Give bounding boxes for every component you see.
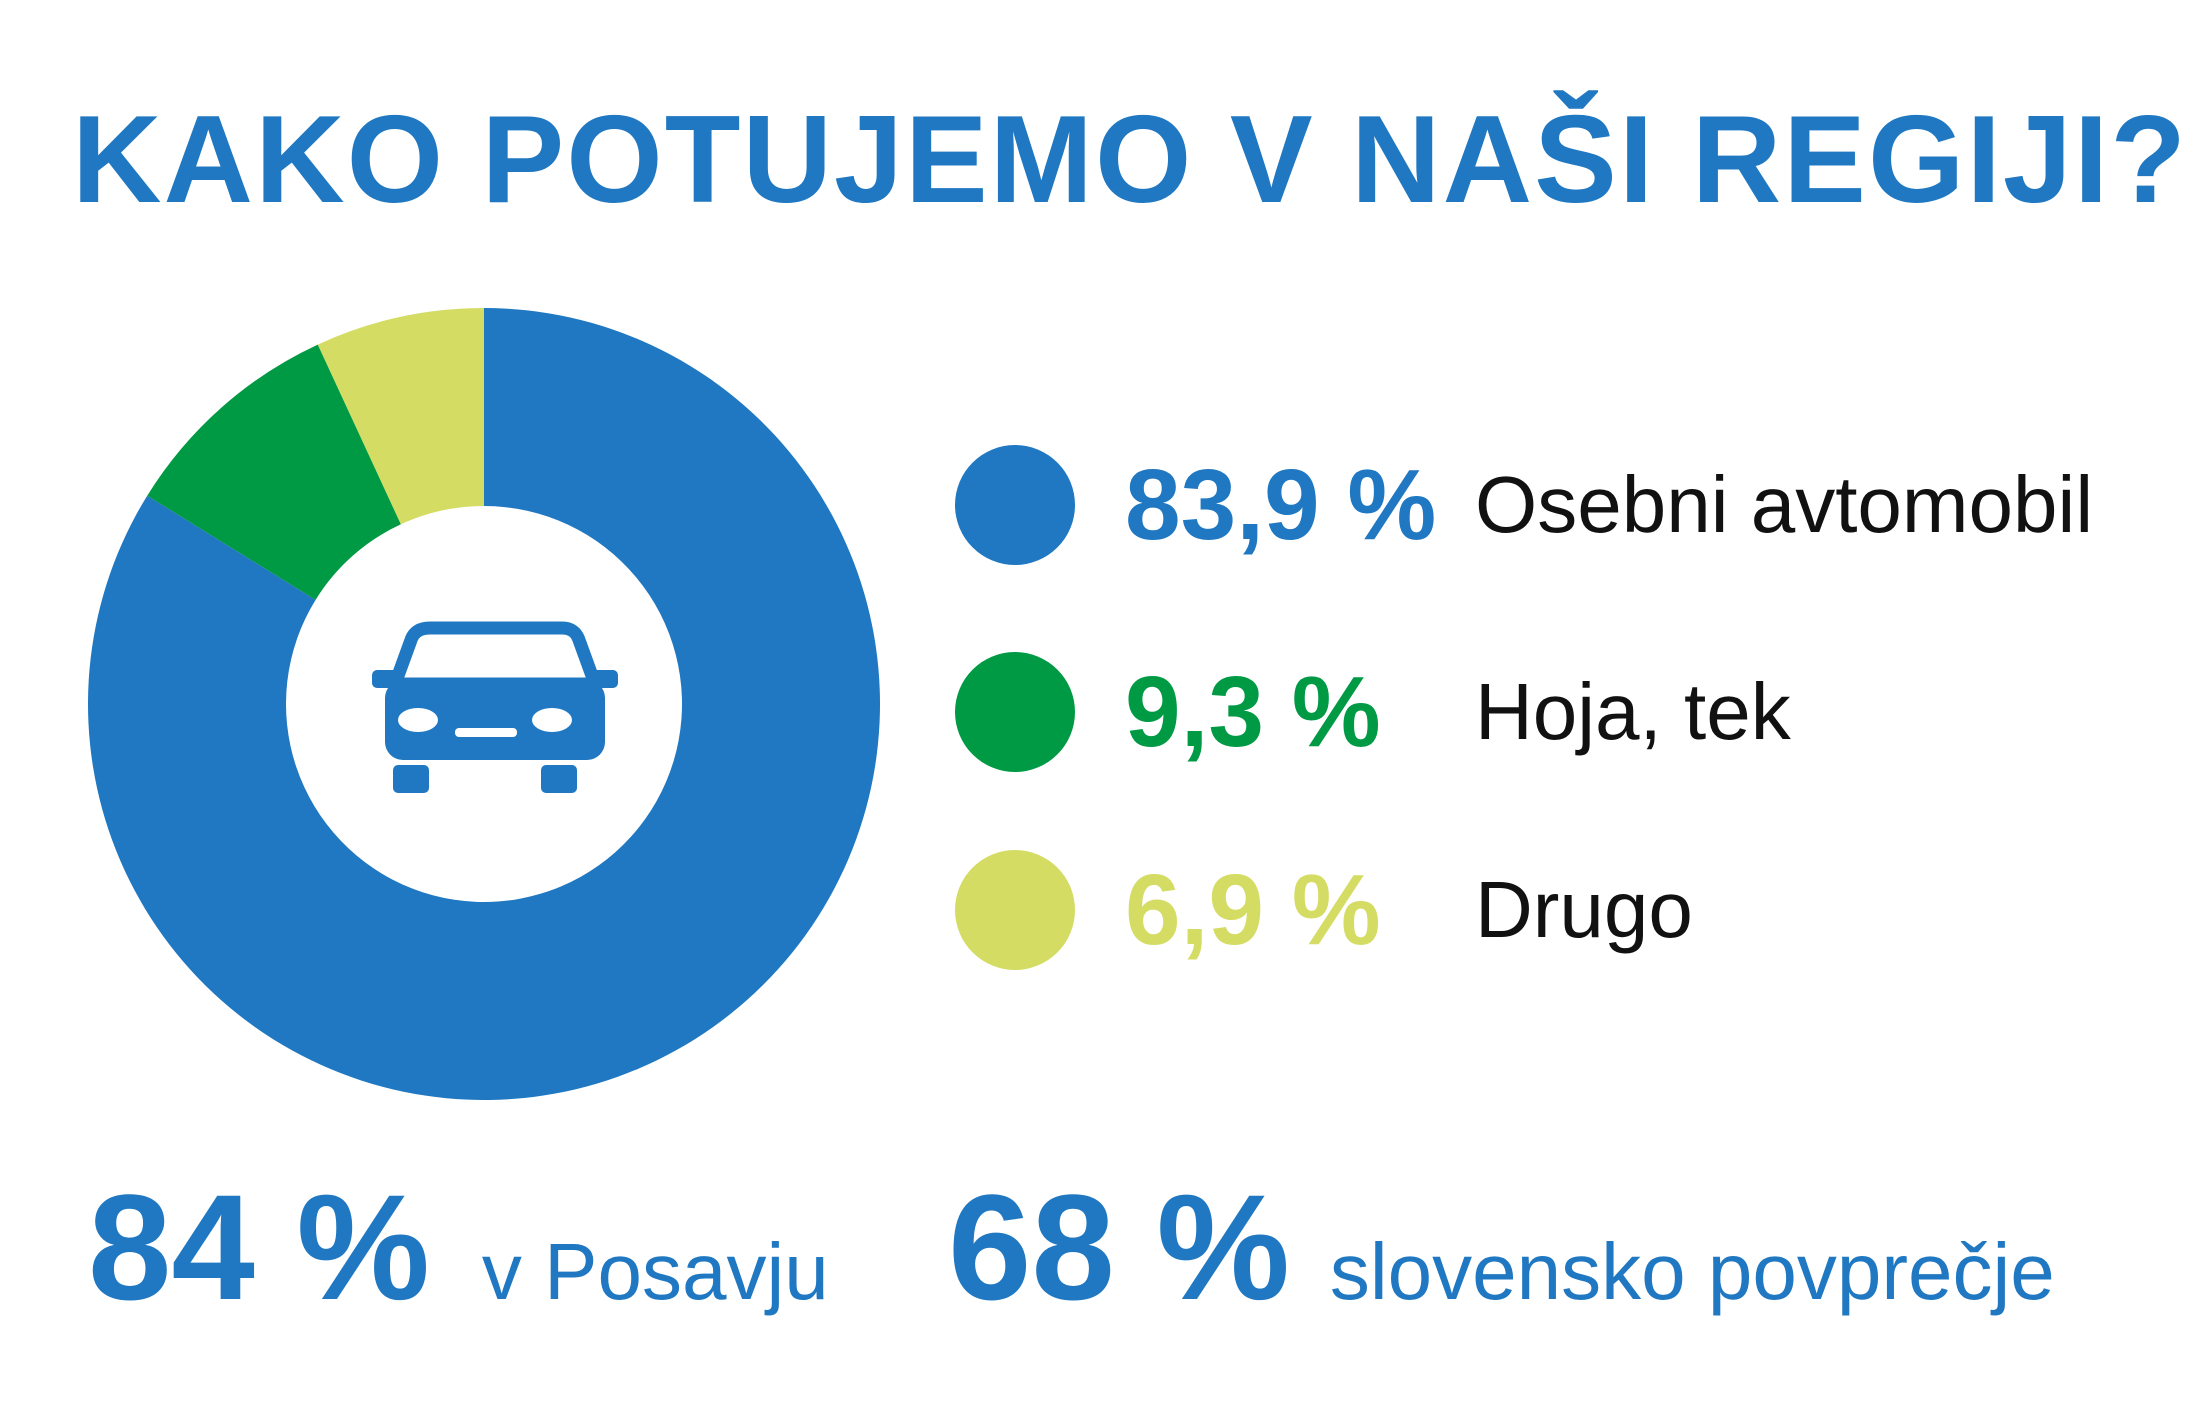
legend-label: Hoja, tek <box>1475 667 1791 756</box>
donut-slice-osebni-avtomobil <box>87 308 881 1100</box>
stat-slovenia-average: 68 % slovensko povprečje <box>948 1172 2055 1322</box>
legend-swatch <box>955 652 1075 772</box>
legend-swatch <box>955 850 1075 970</box>
legend-item-hoja-tek: 9,3 % Hoja, tek <box>955 652 1791 772</box>
donut-slice-drugo <box>317 308 484 525</box>
legend-value: 6,9 % <box>1125 854 1381 966</box>
legend-value: 9,3 % <box>1125 656 1381 768</box>
stat-value: 68 % <box>948 1163 1290 1331</box>
stat-value: 84 % <box>88 1163 430 1331</box>
donut-chart <box>87 308 881 1100</box>
legend-item-drugo: 6,9 % Drugo <box>955 850 1693 970</box>
legend-item-osebni-avtomobil: 83,9 % Osebni avtomobil <box>955 445 2093 565</box>
stat-label: slovensko povprečje <box>1329 1227 2055 1316</box>
stat-label: v Posavju <box>481 1227 829 1316</box>
legend-swatch <box>955 445 1075 565</box>
legend-label: Osebni avtomobil <box>1475 460 2094 549</box>
donut-slice-hoja-tek <box>147 344 401 600</box>
page-title: KAKO POTUJEMO V NAŠI REGIJI? <box>72 91 2189 229</box>
car-icon <box>372 621 618 793</box>
legend-label: Drugo <box>1475 865 1693 954</box>
stat-posavje: 84 % v Posavju <box>88 1172 829 1322</box>
legend-value: 83,9 % <box>1125 449 1437 561</box>
